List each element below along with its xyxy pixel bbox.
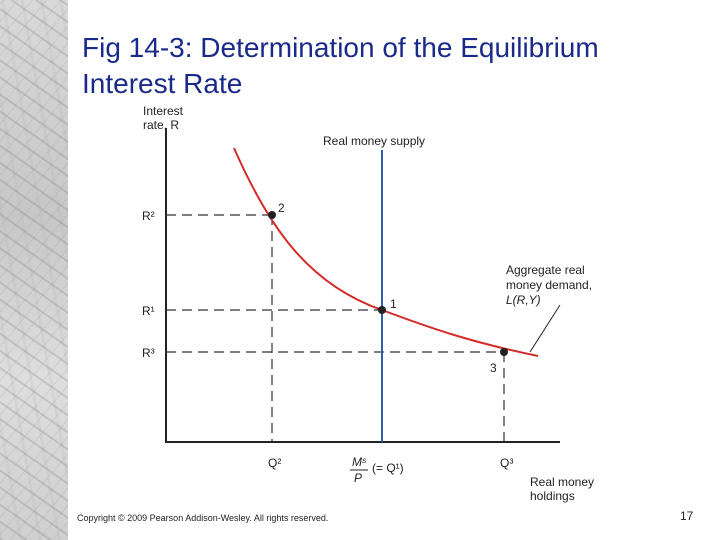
- x-axis-label-line2: holdings: [530, 489, 575, 503]
- ms-denominator: P: [354, 471, 362, 485]
- equilibrium-point-1: [378, 306, 386, 314]
- slide-title-line1: Fig 14-3: Determination of the Equilibri…: [82, 32, 599, 63]
- y-tick-r2: R²: [142, 209, 155, 223]
- page-number: 17: [680, 509, 694, 523]
- money-demand-label-line1: Aggregate real: [506, 263, 585, 277]
- money-supply-label: Real money supply: [323, 134, 425, 148]
- equilibrium-point-3: [500, 348, 508, 356]
- x-tick-q3: Q³: [500, 456, 513, 470]
- y-axis-label-line2: rate, R: [143, 118, 179, 132]
- copyright-notice: Copyright © 2009 Pearson Addison-Wesley.…: [77, 513, 329, 523]
- equilibrium-point-2: [268, 211, 276, 219]
- ms-numerator: Mˢ: [352, 455, 367, 469]
- x-tick-q2: Q²: [268, 456, 281, 470]
- marble-side-band: [0, 0, 68, 540]
- money-demand-curve: [233, 147, 539, 357]
- slide-title-line2: Interest Rate: [82, 68, 243, 99]
- point-label-1: 1: [390, 297, 397, 311]
- y-axis-label-line1: Interest: [143, 104, 184, 118]
- x-axis-label-line1: Real money: [530, 475, 594, 489]
- demand-label-pointer: [529, 304, 561, 353]
- money-demand-label-line2: money demand,: [506, 278, 592, 292]
- y-tick-r3: R³: [142, 346, 155, 360]
- slide-title: Fig 14-3: Determination of the Equilibri…: [82, 30, 702, 102]
- money-demand-label-line3: L(R,Y): [506, 293, 541, 307]
- point-label-3: 3: [490, 361, 497, 375]
- ms-equals-q1: (= Q¹): [372, 461, 404, 475]
- y-tick-r1: R¹: [142, 304, 155, 318]
- point-label-2: 2: [278, 201, 285, 215]
